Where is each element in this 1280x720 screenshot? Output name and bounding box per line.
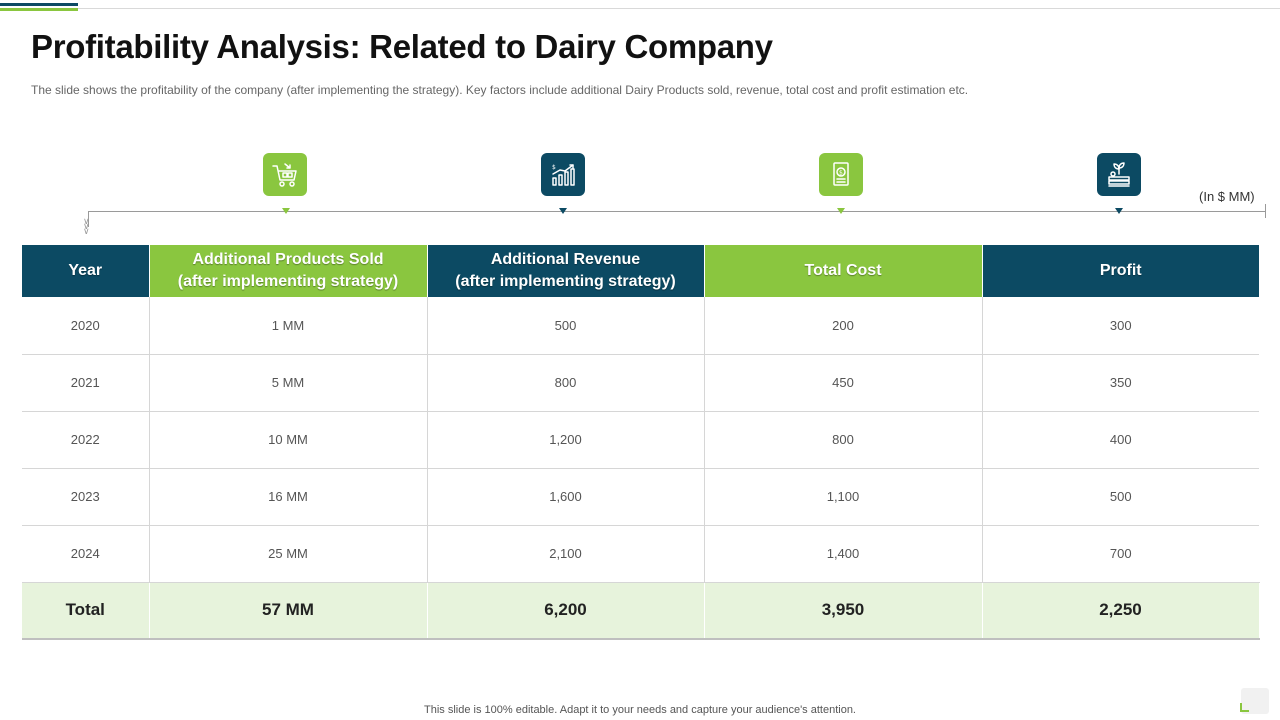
cell-cost: 450 <box>704 354 983 412</box>
header-year: Year <box>22 245 150 297</box>
cell-year: 2023 <box>22 468 150 526</box>
header-products-line1: Additional Products Sold <box>192 251 384 268</box>
total-cost: 3,950 <box>704 582 983 640</box>
cell-profit: 700 <box>982 525 1259 583</box>
svg-text:$: $ <box>839 169 843 176</box>
timeline-left-tick <box>88 211 89 227</box>
cell-products: 10 MM <box>149 411 428 469</box>
page-subtitle: The slide shows the profitability of the… <box>31 83 969 97</box>
cell-year: 2022 <box>22 411 150 469</box>
cell-cost: 1,400 <box>704 525 983 583</box>
header-products-sold: Additional Products Sold (after implemen… <box>149 245 428 297</box>
corner-placeholder <box>1241 688 1269 714</box>
shopping-cart-icon <box>263 153 307 196</box>
cell-products: 16 MM <box>149 468 428 526</box>
timeline-marker <box>1115 208 1123 214</box>
cell-products: 1 MM <box>149 297 428 355</box>
cell-revenue: 1,600 <box>427 468 705 526</box>
cell-cost: 800 <box>704 411 983 469</box>
cell-cost: 1,100 <box>704 468 983 526</box>
cell-revenue: 2,100 <box>427 525 705 583</box>
total-products: 57 MM <box>149 582 428 640</box>
timeline-right-tick <box>1265 204 1266 218</box>
page-title: Profitability Analysis: Related to Dairy… <box>31 28 773 65</box>
cell-year: 2021 <box>22 354 150 412</box>
header-total-cost: Total Cost <box>704 245 983 297</box>
svg-text:$: $ <box>552 164 556 171</box>
cell-profit: 300 <box>982 297 1259 355</box>
header-profit: Profit <box>982 245 1259 297</box>
cost-document-icon: $ <box>819 153 863 196</box>
cell-profit: 350 <box>982 354 1259 412</box>
timeline-line <box>88 211 1266 212</box>
table-row: 2022 10 MM 1,200 800 400 <box>22 411 1259 469</box>
cell-products: 5 MM <box>149 354 428 412</box>
table-header-row: Year Additional Products Sold (after imp… <box>22 245 1259 297</box>
table-row: 2024 25 MM 2,100 1,400 700 <box>22 525 1259 583</box>
unit-note: (In $ MM) <box>1199 189 1255 204</box>
profitability-table: Year Additional Products Sold (after imp… <box>22 245 1260 640</box>
total-profit: 2,250 <box>982 582 1260 640</box>
cell-revenue: 800 <box>427 354 705 412</box>
chevron-down-icon: ∨ ∨ ∨ <box>83 216 90 236</box>
table-row: 2023 16 MM 1,600 1,100 500 <box>22 468 1259 526</box>
timeline-marker <box>559 208 567 214</box>
cell-revenue: 1,200 <box>427 411 705 469</box>
header-revenue: Additional Revenue (after implementing s… <box>427 245 705 297</box>
corner-mark <box>1240 703 1249 712</box>
cell-profit: 500 <box>982 468 1259 526</box>
accent-bar-green <box>0 8 78 11</box>
cell-year: 2020 <box>22 297 150 355</box>
timeline-marker <box>282 208 290 214</box>
cell-cost: 200 <box>704 297 983 355</box>
total-revenue: 6,200 <box>427 582 705 640</box>
header-rule <box>78 8 1280 9</box>
header-revenue-line2: (after implementing strategy) <box>455 273 676 290</box>
revenue-chart-icon: $ <box>541 153 585 196</box>
cell-year: 2024 <box>22 525 150 583</box>
table-row: 2021 5 MM 800 450 350 <box>22 354 1259 412</box>
total-label: Total <box>22 582 150 640</box>
footer-note: This slide is 100% editable. Adapt it to… <box>424 704 856 716</box>
accent-bar-navy <box>0 3 78 6</box>
cell-profit: 400 <box>982 411 1259 469</box>
cell-revenue: 500 <box>427 297 705 355</box>
profit-growth-icon <box>1097 153 1141 196</box>
header-revenue-line1: Additional Revenue <box>490 251 641 268</box>
cell-products: 25 MM <box>149 525 428 583</box>
header-products-line2: (after implementing strategy) <box>177 273 399 290</box>
table-row: 2020 1 MM 500 200 300 <box>22 297 1259 355</box>
timeline-marker <box>837 208 845 214</box>
table-total-row: Total 57 MM 6,200 3,950 2,250 <box>22 582 1260 640</box>
